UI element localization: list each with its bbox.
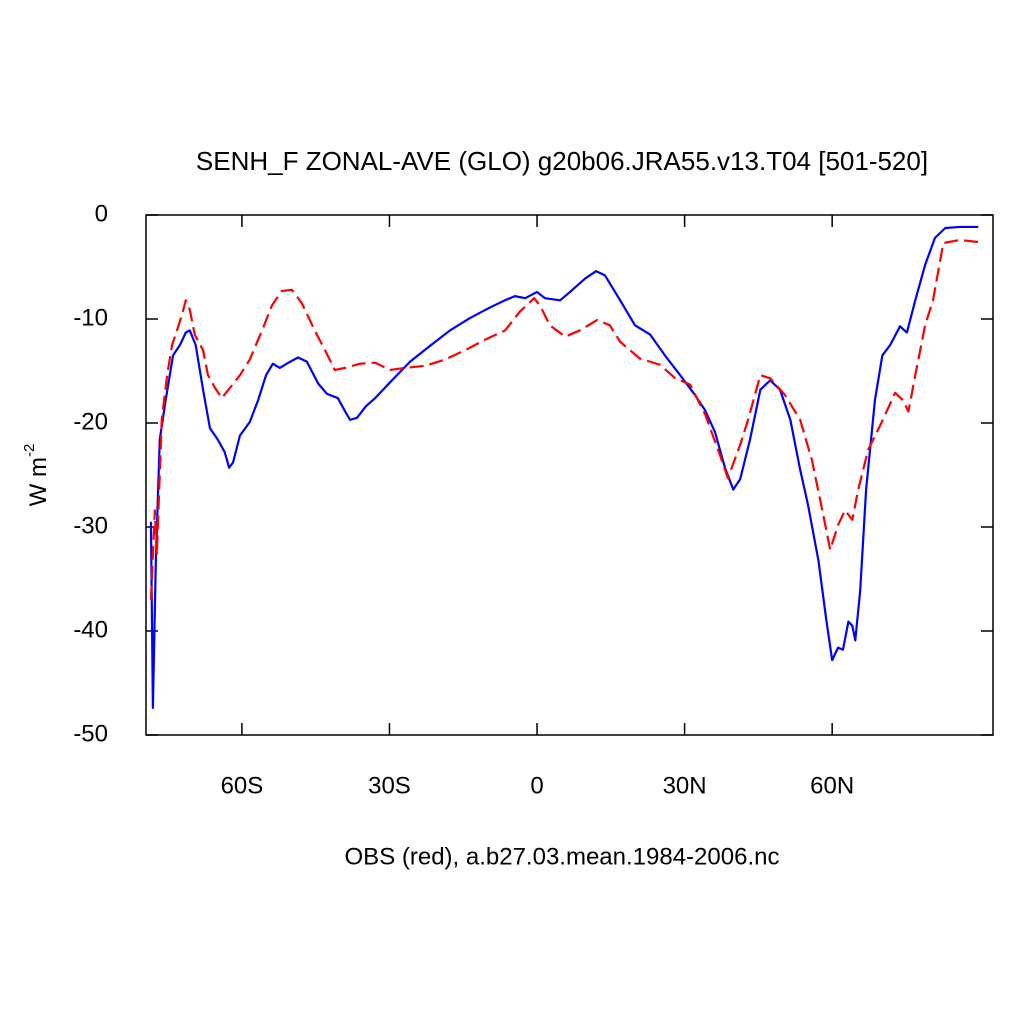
series-line bbox=[149, 225, 979, 710]
series-line bbox=[149, 238, 979, 600]
y-axis-label-superscript: -2 bbox=[21, 444, 38, 457]
y-tick-label: -10 bbox=[73, 304, 108, 331]
x-tick-label: 60S bbox=[221, 772, 264, 799]
x-tick-label: 30N bbox=[663, 772, 707, 799]
y-tick-label: -50 bbox=[73, 720, 108, 747]
y-tick-label: 0 bbox=[95, 200, 108, 227]
plot-frame bbox=[145, 214, 994, 736]
x-tick-label: 0 bbox=[530, 772, 543, 799]
chart-title: SENH_F ZONAL-AVE (GLO) g20b06.JRA55.v13.… bbox=[196, 146, 928, 176]
x-tick-label: 60N bbox=[810, 772, 854, 799]
y-tick-label: -20 bbox=[73, 408, 108, 435]
y-axis-label-base: W m bbox=[25, 457, 52, 506]
y-tick-label: -40 bbox=[73, 616, 108, 643]
x-tick-label: 30S bbox=[368, 772, 411, 799]
x-axis-label: OBS (red), a.b27.03.mean.1984-2006.nc bbox=[345, 843, 780, 870]
y-axis-label: W m-2 bbox=[21, 444, 52, 507]
y-tick-label: -30 bbox=[73, 512, 108, 539]
